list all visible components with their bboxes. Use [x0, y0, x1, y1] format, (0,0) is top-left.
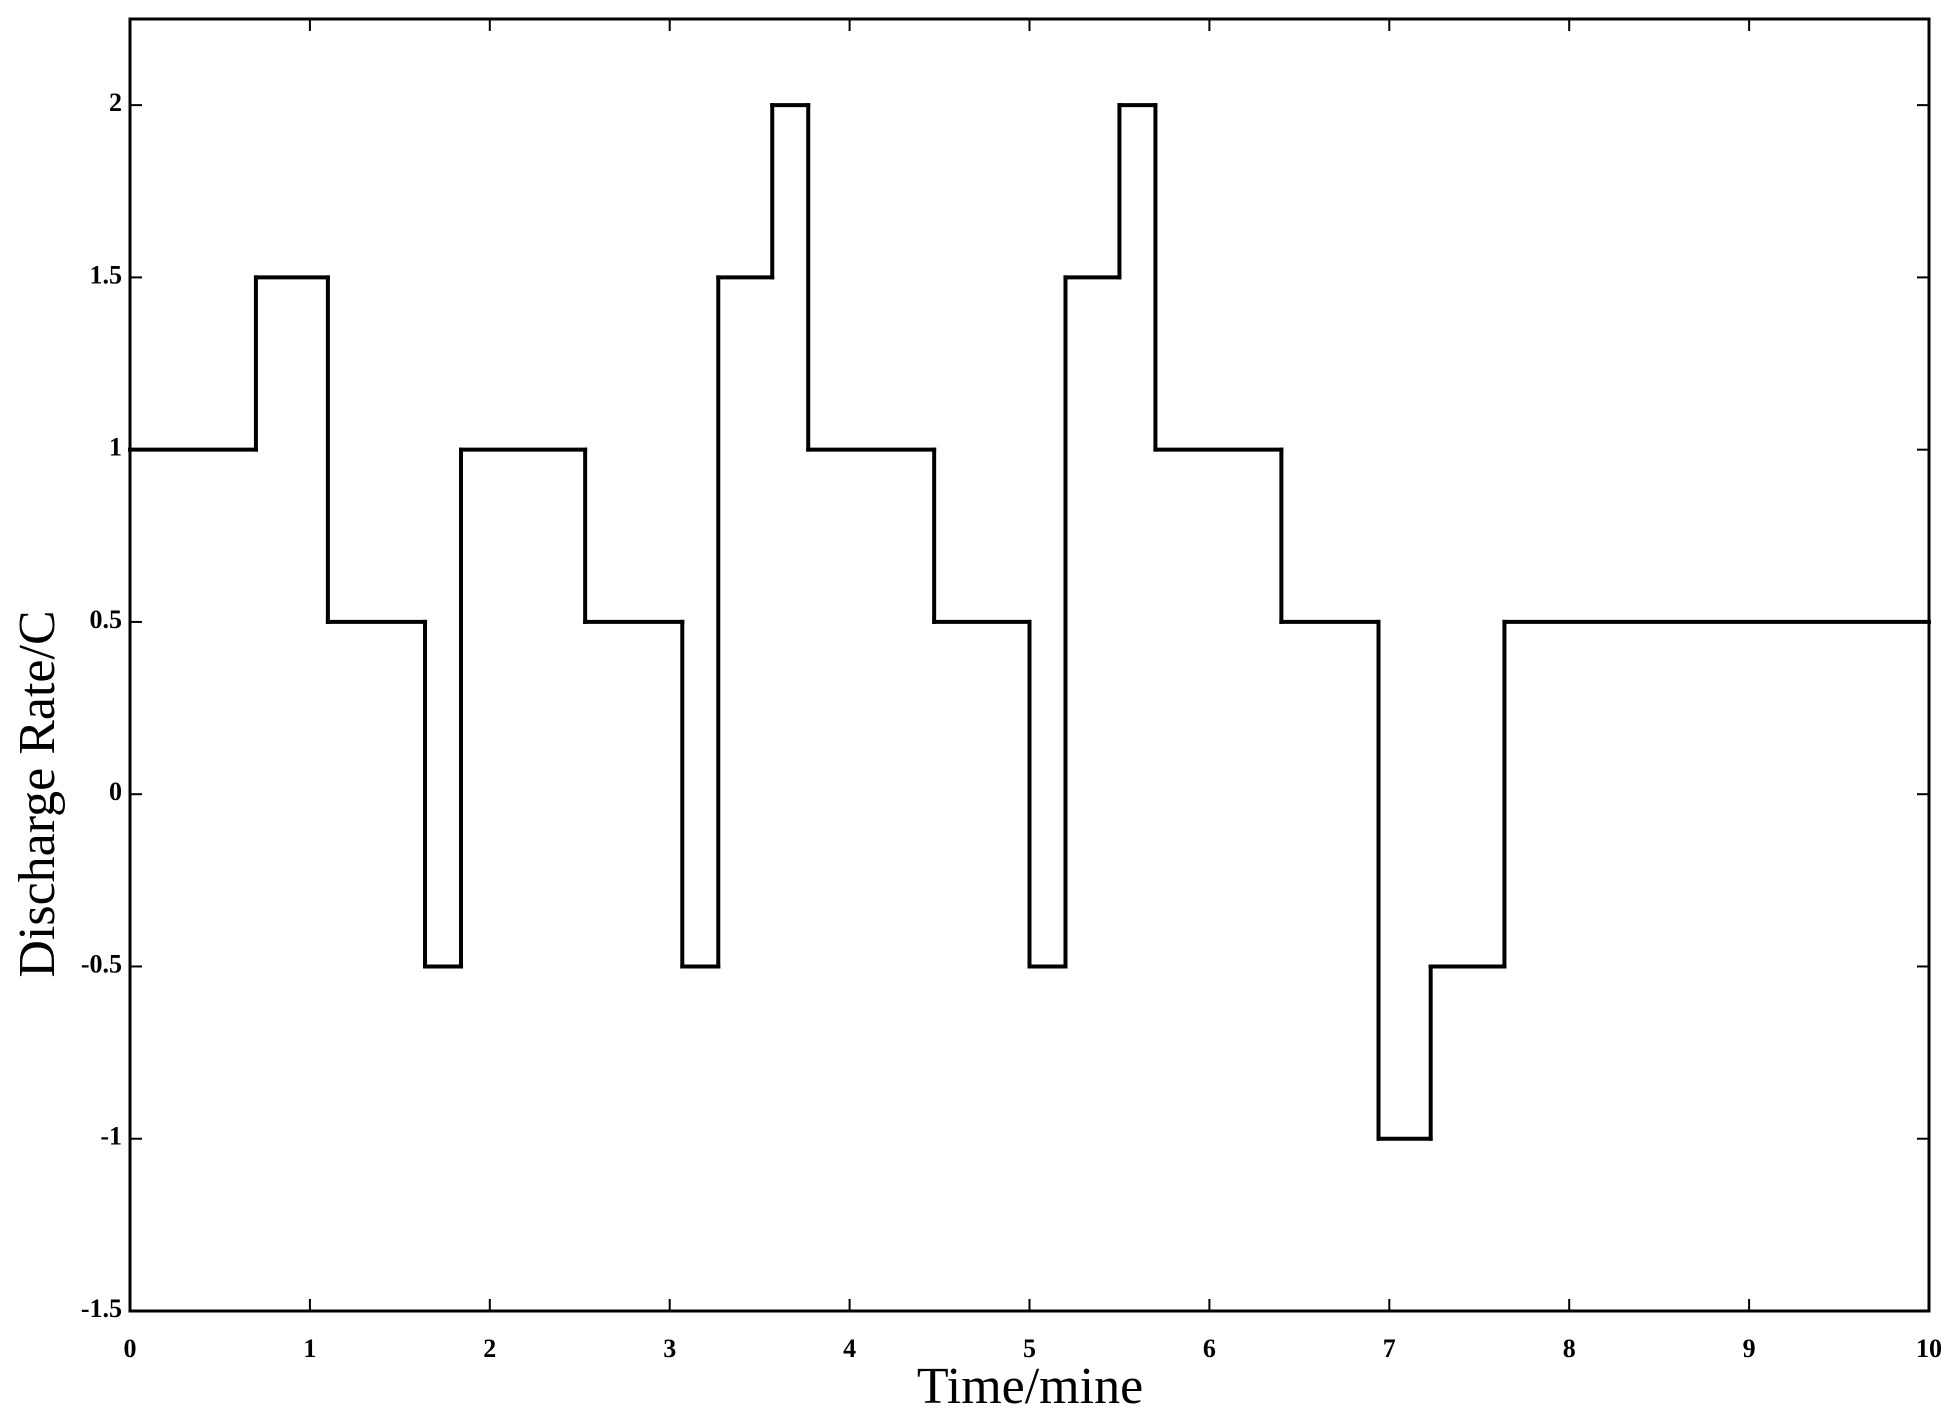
x-tick-label: 0 [124, 1334, 137, 1363]
x-tick-label: 3 [663, 1334, 676, 1363]
x-tick-label: 5 [1023, 1334, 1036, 1363]
y-tick-label: 1 [109, 433, 122, 462]
y-tick-label: -1.5 [81, 1294, 122, 1323]
x-axis-title: Time/mine [917, 1358, 1143, 1415]
x-tick-label: 9 [1743, 1334, 1756, 1363]
x-tick-label: 6 [1203, 1334, 1216, 1363]
x-tick-label: 8 [1563, 1334, 1576, 1363]
x-tick-label: 2 [483, 1334, 496, 1363]
y-tick-label: 2 [109, 88, 122, 117]
y-tick-label: 0 [109, 777, 122, 806]
x-tick-label: 4 [843, 1334, 856, 1363]
y-tick-label: 0.5 [90, 605, 123, 634]
y-tick-label: 1.5 [90, 260, 123, 289]
x-tick-label: 7 [1383, 1334, 1396, 1363]
y-tick-label: -1 [100, 1122, 122, 1151]
x-tick-label: 10 [1916, 1334, 1942, 1363]
y-tick-label: -0.5 [81, 949, 122, 978]
x-tick-label: 1 [303, 1334, 316, 1363]
y-axis-title: Discharge Rate/C [9, 610, 66, 977]
